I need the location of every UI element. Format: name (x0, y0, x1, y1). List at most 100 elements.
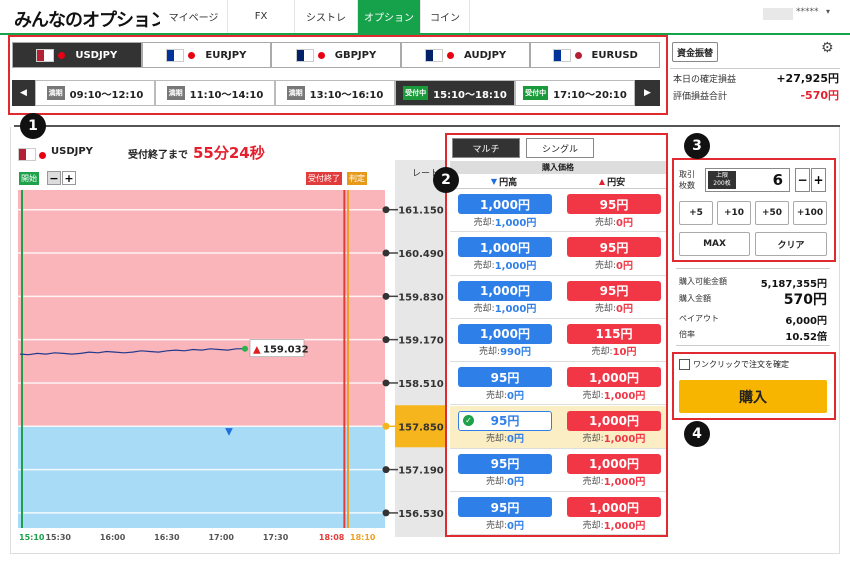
summary-divider (676, 345, 830, 346)
flag (425, 48, 444, 62)
callout-box-2 (445, 133, 668, 537)
flag-dot (447, 51, 455, 59)
callout-box-4 (672, 352, 836, 420)
sell-label: 売却: (591, 347, 613, 358)
price-button[interactable]: 115円 (567, 323, 661, 344)
account-label: 本日の確定損益 (673, 75, 737, 85)
section-divider (14, 125, 840, 127)
price-button[interactable]: 1,000円 (567, 367, 661, 388)
close-badge: 受付終了 (306, 172, 342, 185)
transfer-button[interactable]: 資金振替 (672, 42, 718, 62)
max-button[interactable]: MAX (679, 232, 750, 256)
zoom-out[interactable]: − (47, 171, 61, 185)
summary-divider (676, 268, 830, 269)
sell-line: 売却: 1,000円 (454, 257, 556, 272)
sell-label: 売却: (485, 477, 508, 488)
account-divider (670, 68, 840, 69)
price-button[interactable]: 1,000円 (458, 194, 552, 214)
price-button[interactable]: 95円 (567, 194, 661, 214)
clear-button[interactable]: クリア (755, 232, 827, 256)
sell-label: 売却: (582, 434, 604, 444)
price-button[interactable]: ✓ 95円 (458, 410, 552, 431)
time-slot[interactable]: 満期 11:10〜14:10 (155, 80, 275, 106)
callout-box-3 (672, 158, 836, 262)
currency-tab[interactable]: EURJPY (141, 42, 272, 68)
account-value: -570円 (800, 89, 839, 102)
chart-symbol: USDJPY (51, 146, 93, 157)
price: 95円 (599, 240, 629, 255)
summary-value: 10.52倍 (785, 332, 827, 343)
check-icon: ✓ (463, 414, 474, 426)
flag (36, 48, 55, 62)
increment-button[interactable]: +5 (679, 201, 713, 225)
prev-slot[interactable]: ◀ (12, 80, 35, 106)
slot-time: 11:10〜14:10 (189, 89, 264, 101)
nav-item[interactable]: オプション (358, 0, 421, 33)
increment-button[interactable]: +10 (717, 201, 751, 225)
order-tab[interactable]: シングル (526, 138, 594, 158)
currency-tab[interactable]: EURUSD (530, 42, 660, 68)
currency-tab[interactable]: GBPJPY (271, 42, 401, 68)
nav-item[interactable]: FX (228, 0, 295, 33)
currency-tab[interactable]: USDJPY (12, 42, 142, 68)
price-button[interactable]: 95円 (458, 367, 552, 388)
price-button[interactable]: 1,000円 (458, 280, 552, 301)
sell-value: 0円 (507, 520, 524, 532)
currency-tab[interactable]: AUDJPY (400, 42, 531, 68)
time-slot[interactable]: 受付中 17:10〜20:10 (515, 80, 635, 106)
entry-marker: ▼ (225, 426, 233, 437)
column-title: 円高 (499, 178, 518, 188)
next-slot[interactable]: ▶ (635, 80, 660, 106)
price-button[interactable]: 95円 (458, 497, 552, 518)
one-click[interactable]: ワンクリックで注文を確定 (679, 358, 789, 371)
price: 1,000円 (589, 457, 639, 472)
qty-minus[interactable]: − (795, 168, 810, 192)
slot-time: 15:10〜18:10 (433, 89, 507, 101)
price-button[interactable]: 1,000円 (567, 497, 661, 518)
nav-item[interactable]: シストレ (295, 0, 358, 33)
currency-name: AUDJPY (464, 49, 507, 61)
price-button[interactable]: 1,000円 (567, 410, 661, 431)
rate-dot (382, 292, 390, 300)
sell-label: 売却: (473, 304, 495, 315)
chart-flag (18, 146, 46, 165)
sell-line: 売却: 10円 (563, 344, 665, 358)
order-tab[interactable]: マルチ (452, 138, 520, 158)
increment-button[interactable]: +50 (755, 201, 789, 225)
slot-time: 13:10〜16:10 (309, 89, 384, 101)
qty-plus[interactable]: + (811, 168, 826, 192)
settings[interactable]: ⚙ (821, 40, 834, 56)
time-slot[interactable]: 満期 09:10〜12:10 (35, 80, 155, 106)
sell-value: 1,000円 (603, 434, 646, 445)
rate-dot (382, 206, 390, 214)
up-arrow: ▲ (253, 345, 261, 356)
buy-button[interactable]: 購入 (679, 380, 827, 413)
sell-line: 売却: 1,000円 (563, 474, 665, 488)
price-button[interactable]: 1,000円 (458, 237, 552, 258)
zoom-in[interactable]: + (62, 171, 76, 185)
sell-label: 売却: (485, 520, 508, 531)
nav-item[interactable]: マイページ (160, 0, 228, 33)
price-button[interactable]: 1,000円 (567, 453, 661, 474)
slot-status: 満期 (46, 86, 65, 100)
price: 1,000円 (589, 500, 639, 515)
nav-item[interactable]: コイン (421, 0, 470, 33)
x-label: 16:30 (154, 533, 180, 542)
sell-value: 1,000円 (603, 390, 646, 402)
orders-header: 購入価格 (450, 161, 666, 174)
sell-label: 売却: (594, 260, 617, 271)
price-button[interactable]: 95円 (458, 453, 552, 474)
summary-label: 倍率 (679, 330, 695, 339)
price-button[interactable]: 95円 (567, 280, 661, 301)
time-slot[interactable]: 満期 13:10〜16:10 (275, 80, 395, 106)
sell-label: 売却: (479, 347, 501, 358)
price-button[interactable]: 95円 (567, 237, 661, 258)
price-button[interactable]: 1,000円 (458, 323, 552, 344)
rate-dot (382, 422, 390, 430)
increment-button[interactable]: +100 (793, 201, 827, 225)
sell-label: 売却: (473, 260, 495, 271)
rate-label: 161.150 (398, 206, 444, 217)
time-slot[interactable]: 受付中 15:10〜18:10 (395, 80, 515, 106)
arrow: ▲ (598, 177, 606, 186)
